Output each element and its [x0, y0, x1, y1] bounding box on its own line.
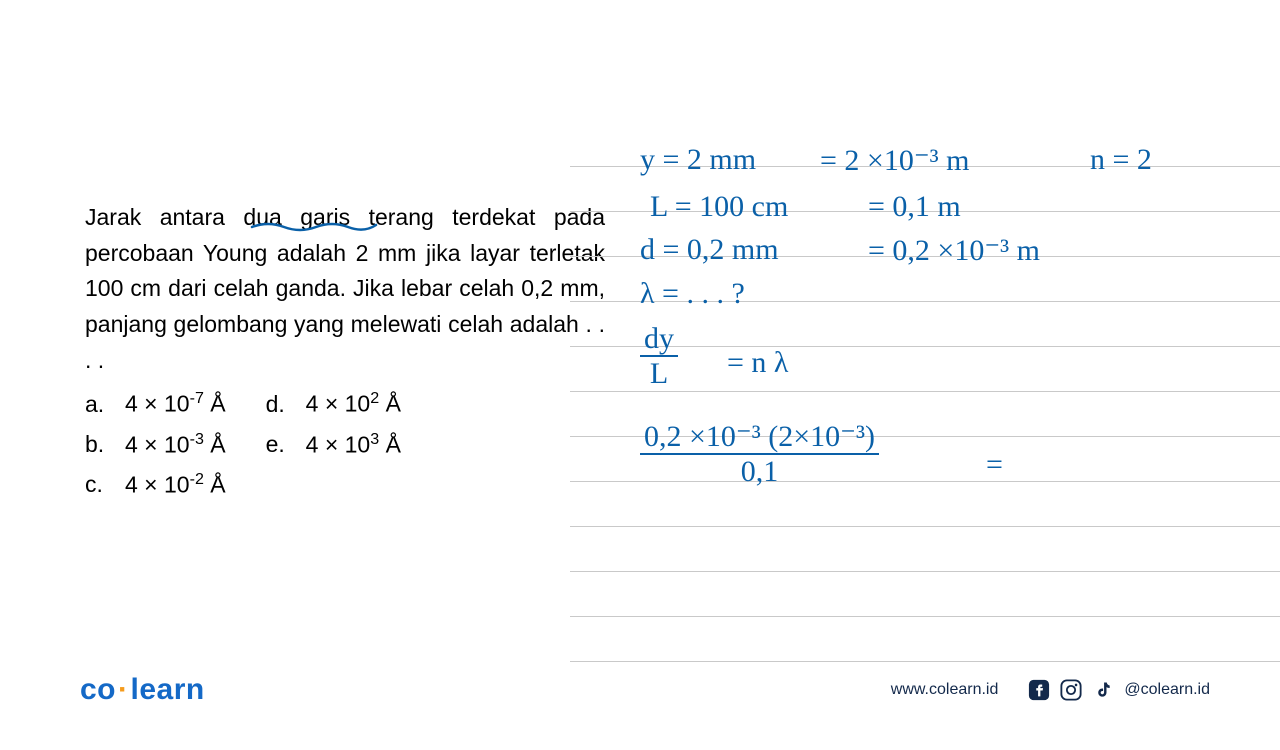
option-letter: c. [85, 467, 107, 503]
hw-frac-dy-L: dy L [640, 322, 678, 390]
options-left-column: a. 4 × 10-7 Å b. 4 × 10-3 Å c. 4 × 10-2 Å [85, 386, 226, 503]
hw-frac-calc: 0,2 ×10⁻³ (2×10⁻³) 0,1 [640, 420, 879, 488]
ruled-line [570, 526, 1280, 527]
option-value: 4 × 103 Å [306, 427, 401, 463]
frac1-num: dy [640, 322, 678, 357]
option-row: d. 4 × 102 Å [266, 386, 401, 422]
social-handle[interactable]: @colearn.id [1124, 681, 1210, 699]
option-row: b. 4 × 10-3 Å [85, 427, 226, 463]
ruled-line [570, 571, 1280, 572]
option-letter: a. [85, 387, 107, 423]
option-row: e. 4 × 103 Å [266, 427, 401, 463]
content-area: Jarak antara dua garis terang terdekat p… [0, 0, 1280, 660]
option-letter: e. [266, 427, 288, 463]
ruled-line [570, 391, 1280, 392]
hw-line-l6eq: = [986, 448, 1003, 482]
hw-line-l5eq: = n λ [727, 346, 788, 380]
frac2-den: 0,1 [737, 455, 783, 488]
options: a. 4 × 10-7 Å b. 4 × 10-3 Å c. 4 × 10-2 Å d. 4… [85, 386, 605, 503]
tiktok-icon[interactable] [1092, 679, 1114, 701]
frac2-num: 0,2 ×10⁻³ (2×10⁻³) [640, 420, 879, 455]
option-letter: d. [266, 387, 288, 423]
hw-line-l2a: L = 100 cm [650, 190, 788, 224]
hw-line-l1a: y = 2 mm [640, 143, 756, 177]
instagram-icon[interactable] [1060, 679, 1082, 701]
option-value: 4 × 10-3 Å [125, 427, 226, 463]
hw-line-l3a: d = 0,2 mm [640, 233, 779, 267]
logo-left: co [80, 673, 116, 706]
option-value: 4 × 102 Å [306, 386, 401, 422]
option-row: c. 4 × 10-2 Å [85, 467, 226, 503]
frac1-den: L [646, 357, 672, 390]
hw-line-l4: λ = . . . ? [640, 277, 745, 311]
question-block: Jarak antara dua garis terang terdekat p… [85, 200, 605, 503]
footer-right: www.colearn.id @colearn.id [891, 679, 1210, 701]
logo-right: learn [131, 673, 205, 706]
question-text: Jarak antara dua garis terang terdekat p… [85, 200, 605, 378]
options-right-column: d. 4 × 102 Å e. 4 × 103 Å [266, 386, 401, 503]
option-letter: b. [85, 427, 107, 463]
logo-dot: · [118, 673, 129, 706]
brand-logo: co·learn [80, 673, 205, 707]
hw-line-l1b: = 2 ×10⁻³ m [820, 143, 970, 178]
ruled-line [570, 616, 1280, 617]
website-url[interactable]: www.colearn.id [891, 681, 999, 699]
option-value: 4 × 10-2 Å [125, 467, 226, 503]
option-value: 4 × 10-7 Å [125, 386, 226, 422]
footer: co·learn www.colearn.id @colearn.id [0, 660, 1280, 720]
hw-line-l3b: = 0,2 ×10⁻³ m [868, 233, 1040, 268]
hw-line-l1c: n = 2 [1090, 143, 1152, 177]
social-icons: @colearn.id [1028, 679, 1210, 701]
facebook-icon[interactable] [1028, 679, 1050, 701]
hw-line-l2b: = 0,1 m [868, 190, 961, 224]
option-row: a. 4 × 10-7 Å [85, 386, 226, 422]
